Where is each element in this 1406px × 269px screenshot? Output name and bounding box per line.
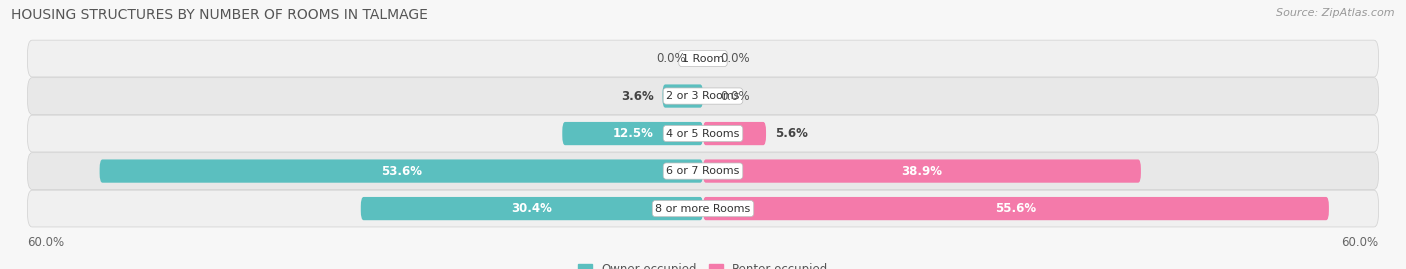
Text: 55.6%: 55.6% <box>995 202 1036 215</box>
FancyBboxPatch shape <box>703 197 1329 220</box>
Text: 0.0%: 0.0% <box>720 90 749 102</box>
FancyBboxPatch shape <box>28 190 1378 227</box>
FancyBboxPatch shape <box>28 40 1378 77</box>
Text: 4 or 5 Rooms: 4 or 5 Rooms <box>666 129 740 139</box>
FancyBboxPatch shape <box>562 122 703 145</box>
Text: Source: ZipAtlas.com: Source: ZipAtlas.com <box>1277 8 1395 18</box>
Text: 8 or more Rooms: 8 or more Rooms <box>655 204 751 214</box>
FancyBboxPatch shape <box>100 160 703 183</box>
FancyBboxPatch shape <box>361 197 703 220</box>
Text: 3.6%: 3.6% <box>620 90 654 102</box>
FancyBboxPatch shape <box>28 115 1378 152</box>
Text: 60.0%: 60.0% <box>28 236 65 249</box>
Text: 6 or 7 Rooms: 6 or 7 Rooms <box>666 166 740 176</box>
Text: 0.0%: 0.0% <box>720 52 749 65</box>
Text: 12.5%: 12.5% <box>612 127 652 140</box>
Text: 0.0%: 0.0% <box>657 52 686 65</box>
Text: 2 or 3 Rooms: 2 or 3 Rooms <box>666 91 740 101</box>
Text: 38.9%: 38.9% <box>901 165 942 178</box>
FancyBboxPatch shape <box>662 84 703 108</box>
Text: 60.0%: 60.0% <box>1341 236 1378 249</box>
FancyBboxPatch shape <box>28 153 1378 189</box>
FancyBboxPatch shape <box>28 78 1378 114</box>
Text: 53.6%: 53.6% <box>381 165 422 178</box>
Text: 1 Room: 1 Room <box>682 54 724 63</box>
Text: HOUSING STRUCTURES BY NUMBER OF ROOMS IN TALMAGE: HOUSING STRUCTURES BY NUMBER OF ROOMS IN… <box>11 8 427 22</box>
FancyBboxPatch shape <box>703 160 1140 183</box>
Text: 5.6%: 5.6% <box>775 127 808 140</box>
Text: 30.4%: 30.4% <box>512 202 553 215</box>
FancyBboxPatch shape <box>703 122 766 145</box>
Legend: Owner-occupied, Renter-occupied: Owner-occupied, Renter-occupied <box>578 263 828 269</box>
